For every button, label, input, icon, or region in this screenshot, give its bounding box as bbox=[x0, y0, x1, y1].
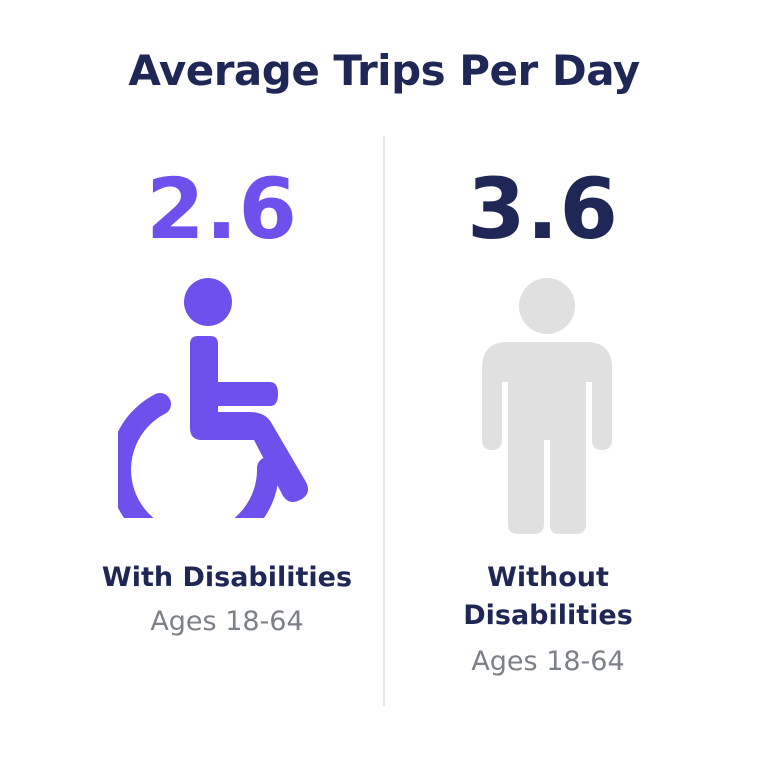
wheelchair-wheel bbox=[118, 393, 280, 518]
label-without-disabilities-line2: Disabilities bbox=[463, 600, 633, 631]
person-head bbox=[519, 278, 575, 334]
value-without-disabilities: 3.6 bbox=[467, 160, 619, 258]
wheelchair-icon bbox=[118, 278, 308, 518]
person-icon bbox=[482, 278, 612, 534]
wheelchair-torso bbox=[190, 336, 308, 502]
chart-title: Average Trips Per Day bbox=[128, 46, 640, 95]
wheelchair-head bbox=[184, 278, 232, 326]
label-without-disabilities-line1: Without bbox=[487, 562, 609, 593]
person-body bbox=[482, 342, 612, 534]
sublabel-with-disabilities: Ages 18-64 bbox=[150, 606, 304, 637]
label-with-disabilities: With Disabilities bbox=[101, 562, 353, 593]
center-divider bbox=[383, 136, 385, 706]
value-with-disabilities: 2.6 bbox=[146, 160, 298, 258]
sublabel-without-disabilities: Ages 18-64 bbox=[471, 646, 625, 677]
